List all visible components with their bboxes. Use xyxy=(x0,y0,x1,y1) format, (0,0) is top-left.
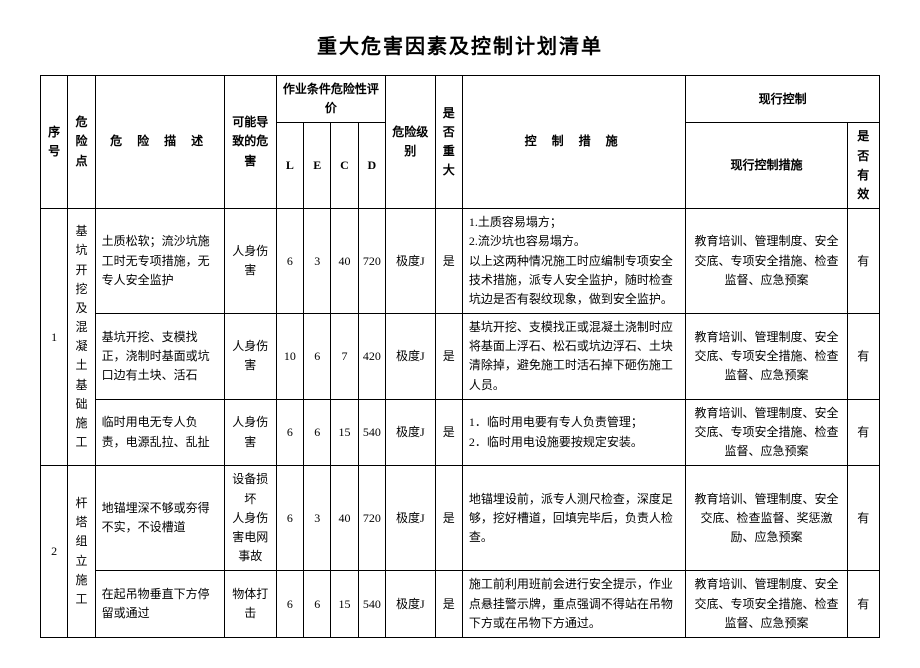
cell-current: 教育培训、管理制度、安全交底、专项安全措施、检查监督、应急预案 xyxy=(686,314,847,400)
cell-C: 40 xyxy=(331,209,358,314)
cell-point: 基坑开挖及混凝土基础施工 xyxy=(68,209,95,466)
cell-cause: 设备损坏人身伤害电网事故 xyxy=(224,466,276,571)
th-seq: 序号 xyxy=(41,76,68,209)
cell-L: 6 xyxy=(276,209,303,314)
cell-control: 地锚埋设前，派专人测尺检查，深度足够，挖好槽道，回填完毕后，负责人检查。 xyxy=(462,466,685,571)
cell-D: 540 xyxy=(358,571,385,638)
th-effective: 是否有效 xyxy=(847,123,879,209)
cell-major: 是 xyxy=(435,314,462,400)
cell-L: 6 xyxy=(276,571,303,638)
th-L: L xyxy=(276,123,303,209)
cell-level: 极度J xyxy=(385,571,435,638)
cell-D: 720 xyxy=(358,209,385,314)
cell-desc: 临时用电无专人负责，电源乱拉、乱扯 xyxy=(95,399,224,466)
page-title: 重大危害因素及控制计划清单 xyxy=(40,30,880,59)
cell-major: 是 xyxy=(435,209,462,314)
th-control: 控 制 措 施 xyxy=(462,76,685,209)
cell-cause: 人身伤害 xyxy=(224,314,276,400)
cell-level: 极度J xyxy=(385,314,435,400)
cell-C: 7 xyxy=(331,314,358,400)
cell-E: 3 xyxy=(304,209,331,314)
cell-major: 是 xyxy=(435,399,462,466)
th-E: E xyxy=(304,123,331,209)
cell-seq: 2 xyxy=(41,466,68,638)
cell-major: 是 xyxy=(435,571,462,638)
cell-control: 基坑开挖、支模找正或混凝土浇制时应将基面上浮石、松石或坑边浮石、土块清除掉，避免… xyxy=(462,314,685,400)
cell-seq: 1 xyxy=(41,209,68,466)
cell-desc: 地锚埋深不够或夯得不实，不设槽道 xyxy=(95,466,224,571)
cell-level: 极度J xyxy=(385,466,435,571)
cell-control: 1．临时用电要有专人负责管理；2．临时用电设施要按规定安装。 xyxy=(462,399,685,466)
th-eval-group: 作业条件危险性评价 xyxy=(276,76,385,123)
th-C: C xyxy=(331,123,358,209)
th-desc: 危 险 描 述 xyxy=(95,76,224,209)
cell-cause: 人身伤害 xyxy=(224,399,276,466)
cell-E: 6 xyxy=(304,571,331,638)
cell-L: 6 xyxy=(276,399,303,466)
cell-D: 540 xyxy=(358,399,385,466)
table-row: 在起吊物垂直下方停留或通过 物体打击 6 6 15 540 极度J 是 施工前利… xyxy=(41,571,880,638)
cell-desc: 土质松软；流沙坑施工时无专项措施，无专人安全监护 xyxy=(95,209,224,314)
cell-E: 3 xyxy=(304,466,331,571)
cell-C: 40 xyxy=(331,466,358,571)
table-row: 1 基坑开挖及混凝土基础施工 土质松软；流沙坑施工时无专项措施，无专人安全监护 … xyxy=(41,209,880,314)
cell-cause: 人身伤害 xyxy=(224,209,276,314)
cell-E: 6 xyxy=(304,314,331,400)
cell-L: 6 xyxy=(276,466,303,571)
cell-C: 15 xyxy=(331,399,358,466)
cell-level: 极度J xyxy=(385,209,435,314)
cell-control: 1.土质容易塌方；2.流沙坑也容易塌方。以上这两种情况施工时应编制专项安全技术措… xyxy=(462,209,685,314)
cell-major: 是 xyxy=(435,466,462,571)
cell-current: 教育培训、管理制度、安全交底、检查监督、奖惩激励、应急预案 xyxy=(686,466,847,571)
table-row: 临时用电无专人负责，电源乱拉、乱扯 人身伤害 6 6 15 540 极度J 是 … xyxy=(41,399,880,466)
cell-D: 420 xyxy=(358,314,385,400)
th-D: D xyxy=(358,123,385,209)
cell-cause: 物体打击 xyxy=(224,571,276,638)
cell-current: 教育培训、管理制度、安全交底、专项安全措施、检查监督、应急预案 xyxy=(686,399,847,466)
cell-D: 720 xyxy=(358,466,385,571)
cell-L: 10 xyxy=(276,314,303,400)
cell-E: 6 xyxy=(304,399,331,466)
cell-C: 15 xyxy=(331,571,358,638)
cell-effective: 有 xyxy=(847,399,879,466)
th-cause: 可能导致的危害 xyxy=(224,76,276,209)
cell-current: 教育培训、管理制度、安全交底、专项安全措施、检查监督、应急预案 xyxy=(686,209,847,314)
cell-point: 杆塔组立施工 xyxy=(68,466,95,638)
cell-effective: 有 xyxy=(847,466,879,571)
cell-current: 教育培训、管理制度、安全交底、专项安全措施、检查监督、应急预案 xyxy=(686,571,847,638)
th-point: 危险点 xyxy=(68,76,95,209)
th-major: 是否重大 xyxy=(435,76,462,209)
cell-effective: 有 xyxy=(847,209,879,314)
cell-level: 极度J xyxy=(385,399,435,466)
table-row: 2 杆塔组立施工 地锚埋深不够或夯得不实，不设槽道 设备损坏人身伤害电网事故 6… xyxy=(41,466,880,571)
th-current-measures: 现行控制措施 xyxy=(686,123,847,209)
cell-effective: 有 xyxy=(847,314,879,400)
cell-desc: 基坑开挖、支模找正，浇制时基面或坑口边有土块、活石 xyxy=(95,314,224,400)
th-level: 危险级别 xyxy=(385,76,435,209)
hazard-table: 序号 危险点 危 险 描 述 可能导致的危害 作业条件危险性评价 危险级别 是否… xyxy=(40,75,880,638)
th-current-group: 现行控制 xyxy=(686,76,880,123)
cell-control: 施工前利用班前会进行安全提示，作业点悬挂警示牌，重点强调不得站在吊物下方或在吊物… xyxy=(462,571,685,638)
table-row: 基坑开挖、支模找正，浇制时基面或坑口边有土块、活石 人身伤害 10 6 7 42… xyxy=(41,314,880,400)
cell-desc: 在起吊物垂直下方停留或通过 xyxy=(95,571,224,638)
cell-effective: 有 xyxy=(847,571,879,638)
